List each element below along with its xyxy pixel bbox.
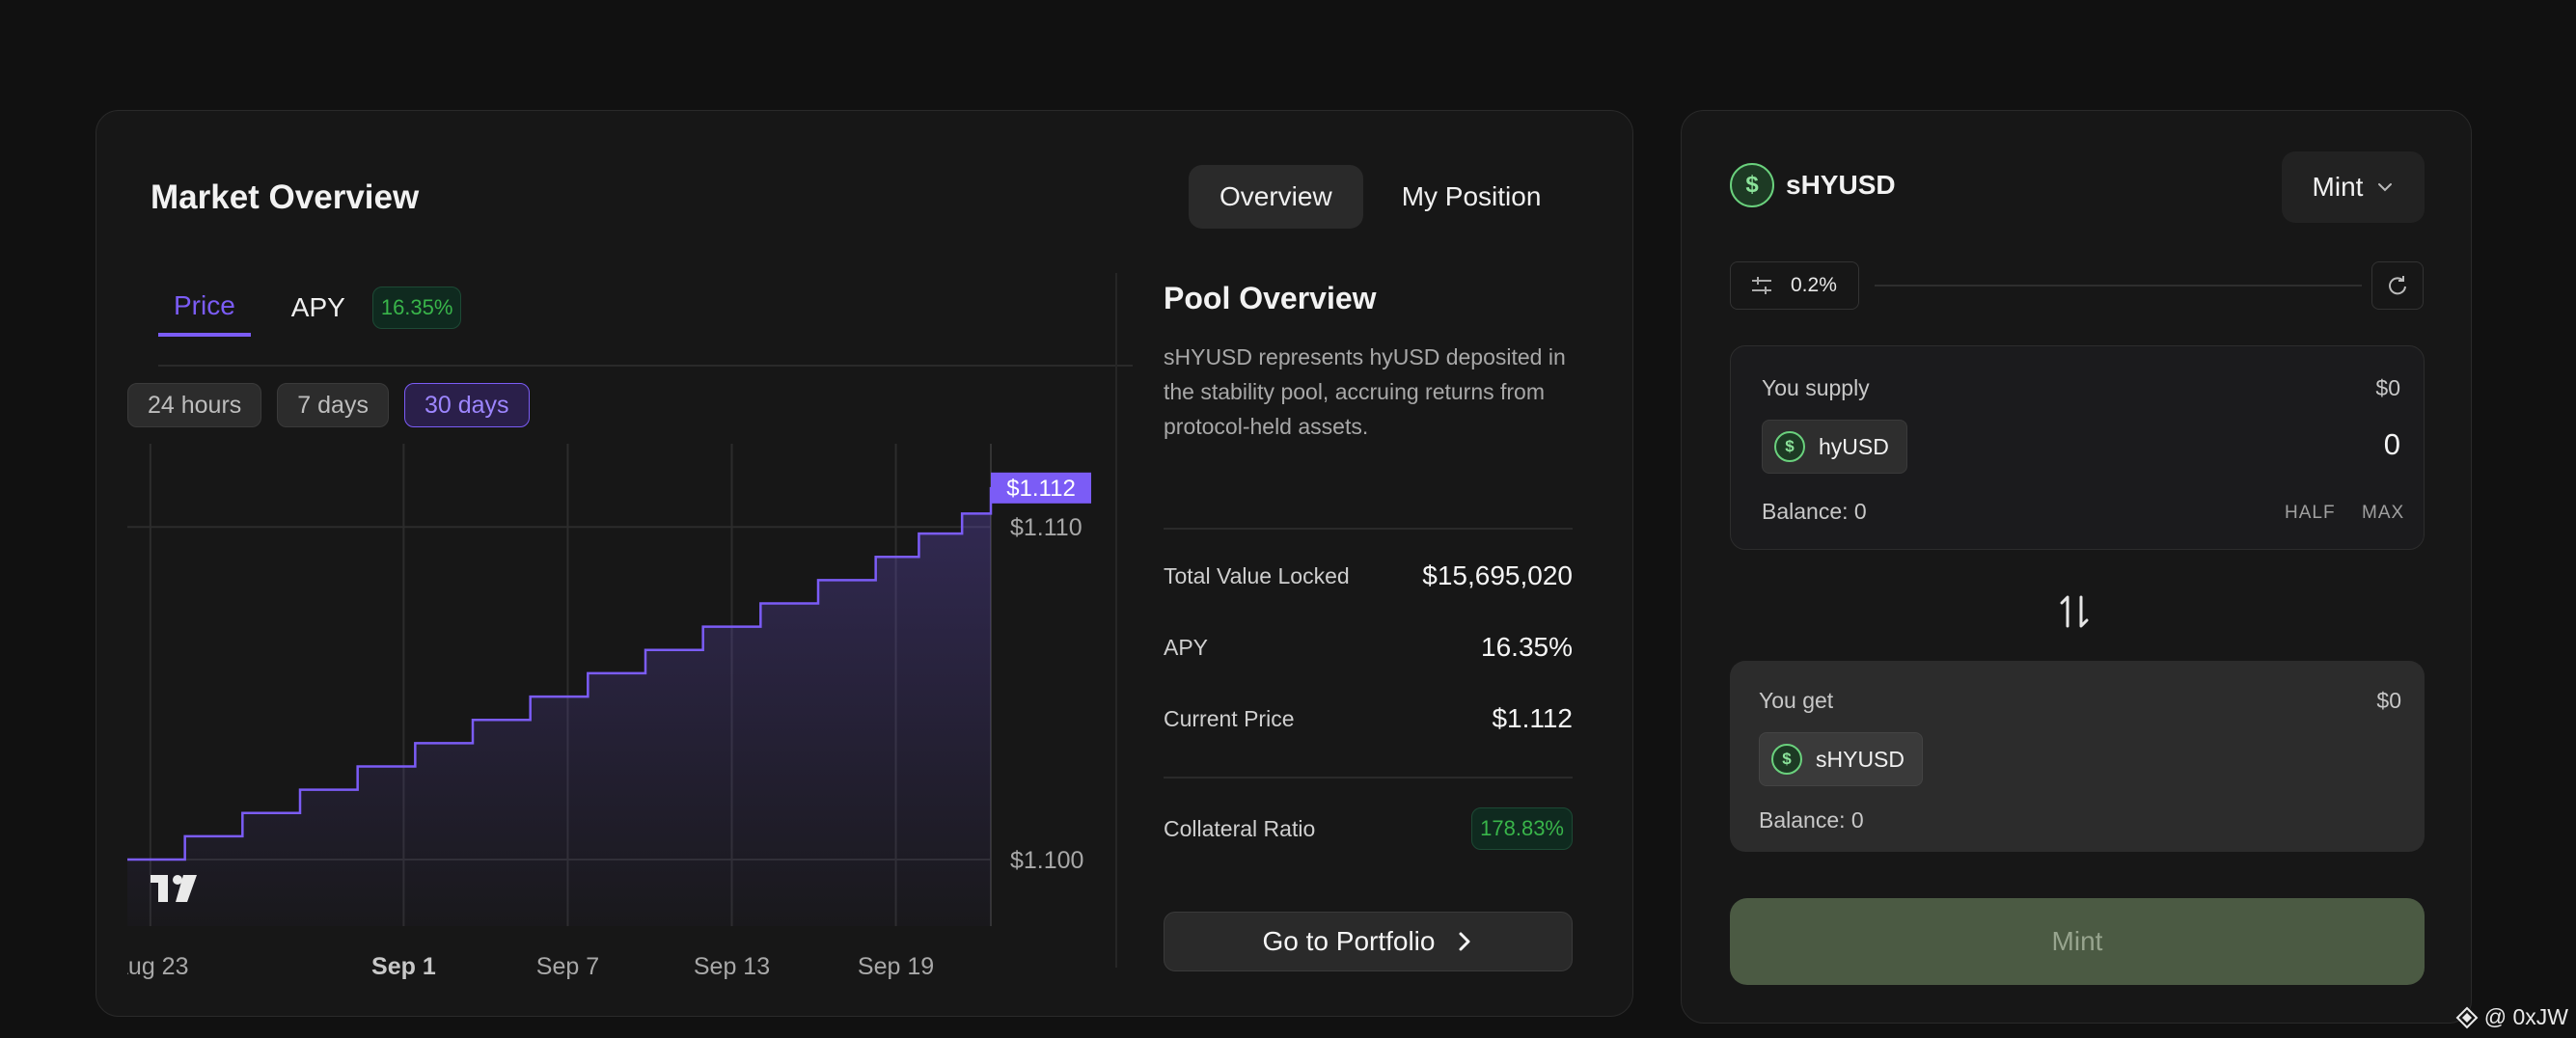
get-usd: $0 xyxy=(2376,688,2401,713)
x-tick-label: Sep 1 xyxy=(371,953,436,980)
cr-badge: 178.83% xyxy=(1471,807,1573,850)
stat-collateral-ratio: Collateral Ratio 178.83% xyxy=(1164,807,1573,850)
supply-usd: $0 xyxy=(2375,375,2400,400)
stat-apy: APY 16.35% xyxy=(1164,632,1573,663)
price-line xyxy=(127,486,993,861)
sliders-icon xyxy=(1752,277,1771,294)
y-tick-label: $1.100 xyxy=(1010,847,1083,874)
swap-direction-icon[interactable] xyxy=(2058,591,2091,637)
token-name: sHYUSD xyxy=(1786,170,1896,200)
slippage-value: 0.2% xyxy=(1791,274,1837,296)
shyusd-coin-icon: $ xyxy=(1730,163,1774,207)
x-tick-label: Aug 23 xyxy=(127,953,188,980)
receive-panel: You get $0 $ sHYUSD Balance: 0 xyxy=(1730,661,2425,852)
x-tick-label: Sep 7 xyxy=(536,953,599,980)
tradingview-logo-icon xyxy=(151,875,197,902)
go-to-portfolio-button[interactable]: Go to Portfolio xyxy=(1164,912,1573,971)
max-button[interactable]: MAX xyxy=(2362,503,2405,523)
pool-description: sHYUSD represents hyUSD deposited in the… xyxy=(1164,344,1566,439)
tab-price[interactable]: Price xyxy=(158,279,251,337)
apy-badge: 16.35% xyxy=(371,287,462,329)
supply-label: You supply xyxy=(1762,375,1870,400)
tvl-value: $15,695,020 xyxy=(1422,560,1573,590)
supply-panel: You supply $0 $ hyUSD 0 Balance: 0 HALF … xyxy=(1730,345,2425,550)
slippage-divider xyxy=(1875,285,2362,287)
pool-overview: Pool Overview sHYUSD represents hyUSD de… xyxy=(1164,281,1573,444)
stat-current-price: Current Price $1.112 xyxy=(1164,703,1573,734)
market-overview-card: Market Overview Overview My Position Pri… xyxy=(96,110,1633,1017)
range-7-days[interactable]: 7 days xyxy=(277,383,389,427)
slippage-button[interactable]: 0.2% xyxy=(1730,261,1859,310)
apy-label: APY xyxy=(1164,634,1209,660)
token-header: $ sHYUSD xyxy=(1730,163,1896,207)
y-tick-label: $1.110 xyxy=(1010,514,1082,541)
supply-amount-input[interactable]: 0 xyxy=(2383,427,2400,461)
cr-label: Collateral Ratio xyxy=(1164,815,1316,841)
tabs-divider xyxy=(158,365,1133,367)
mode-label: Mint xyxy=(2312,172,2364,202)
x-tick-label: Sep 13 xyxy=(694,953,770,980)
refresh-button[interactable] xyxy=(2371,261,2424,310)
get-token-select[interactable]: $ sHYUSD xyxy=(1759,732,1924,786)
stat-tvl: Total Value Locked $15,695,020 xyxy=(1164,560,1573,591)
portfolio-label: Go to Portfolio xyxy=(1262,926,1436,956)
chart-tabs: Price APY 16.35% xyxy=(158,279,462,337)
shyusd-coin-icon: $ xyxy=(1771,744,1802,775)
range-24-hours[interactable]: 24 hours xyxy=(127,383,262,427)
price-chart[interactable]: $1.110 $1.100 $1.112 Aug 23 Sep 1 Sep 7 Sep 13… xyxy=(127,444,1140,984)
apy-value: 16.35% xyxy=(1481,632,1573,662)
mode-dropdown[interactable]: Mint xyxy=(2282,151,2425,223)
current-price-label: $1.112 xyxy=(1006,476,1076,502)
price-value: $1.112 xyxy=(1492,703,1573,733)
refresh-icon xyxy=(2389,276,2406,295)
supply-balance: Balance: 0 xyxy=(1762,499,1867,524)
tvl-label: Total Value Locked xyxy=(1164,562,1350,588)
hyusd-coin-icon: $ xyxy=(1774,431,1805,462)
tab-overview[interactable]: Overview xyxy=(1189,165,1363,229)
watermark-text: @ 0xJW xyxy=(2483,1004,2568,1029)
chevron-right-icon xyxy=(1459,932,1470,951)
price-area xyxy=(127,486,991,926)
supply-token-name: hyUSD xyxy=(1819,433,1889,459)
watermark: @ 0xJW xyxy=(2455,1004,2568,1030)
get-token-name: sHYUSD xyxy=(1816,746,1905,772)
tab-apy[interactable]: APY xyxy=(290,292,345,322)
current-price-tag xyxy=(991,472,1091,504)
vertical-divider xyxy=(1115,273,1117,968)
tab-my-position[interactable]: My Position xyxy=(1401,181,1542,211)
diamond-logo-icon xyxy=(2455,1006,2479,1028)
x-tick-label: Sep 19 xyxy=(858,953,934,980)
half-button[interactable]: HALF xyxy=(2285,503,2336,523)
view-toggle: Overview My Position xyxy=(1189,165,1572,229)
range-selector: 24 hours 7 days 30 days xyxy=(127,383,530,427)
chevron-down-icon xyxy=(2378,183,2393,192)
supply-token-select[interactable]: $ hyUSD xyxy=(1762,420,1907,474)
get-balance: Balance: 0 xyxy=(1759,807,1864,833)
price-label: Current Price xyxy=(1164,705,1295,731)
pool-title: Pool Overview xyxy=(1164,281,1377,315)
range-30-days[interactable]: 30 days xyxy=(403,383,530,427)
divider xyxy=(1164,528,1573,530)
get-label: You get xyxy=(1759,688,1834,713)
divider xyxy=(1164,777,1573,778)
swap-card: $ sHYUSD Mint 0.2% You supply $0 $ hyUSD… xyxy=(1681,110,2472,1024)
mint-button[interactable]: Mint xyxy=(1730,898,2425,985)
market-overview-title: Market Overview xyxy=(151,178,420,216)
